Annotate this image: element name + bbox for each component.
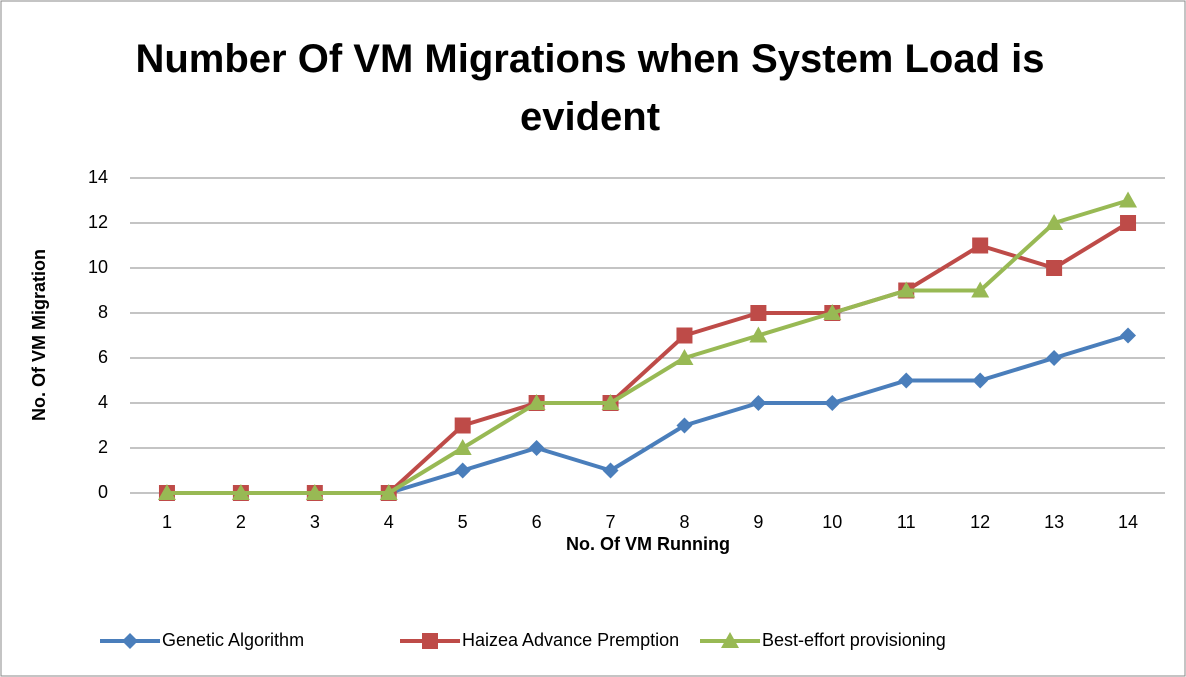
x-axis-label: No. Of VM Running [566, 534, 730, 554]
x-tick-label: 10 [822, 512, 842, 532]
data-point [528, 440, 545, 456]
data-point [898, 372, 915, 389]
data-point [157, 484, 176, 500]
x-tick-label: 7 [606, 512, 616, 532]
y-tick-label: 2 [98, 437, 108, 457]
data-point [971, 281, 990, 298]
data-point [750, 395, 767, 411]
data-point [676, 327, 693, 344]
data-point [1119, 191, 1138, 208]
legend-label: Genetic Algorithm [162, 630, 304, 650]
x-tick-label: 3 [310, 512, 320, 532]
y-tick-label: 12 [88, 212, 108, 232]
data-point [675, 349, 694, 365]
legend-label: Haizea Advance Premption [462, 630, 679, 650]
y-tick-label: 6 [98, 347, 108, 367]
x-tick-label: 13 [1044, 512, 1064, 532]
data-point [454, 417, 471, 434]
data-point [972, 372, 989, 389]
legend-marker [422, 633, 438, 649]
x-tick-label: 14 [1118, 512, 1138, 532]
data-point [824, 395, 841, 411]
data-point [379, 484, 398, 500]
chart-title: Number Of VM Migrations when System Load… [135, 37, 1045, 139]
x-tick-label: 9 [753, 512, 763, 532]
y-tick-label: 8 [98, 302, 108, 322]
x-tick-label: 12 [970, 512, 990, 532]
data-point [749, 326, 768, 343]
x-tick-label: 4 [384, 512, 394, 532]
x-tick-label: 5 [458, 512, 468, 532]
data-point [676, 417, 693, 434]
y-tick-label: 10 [88, 257, 108, 277]
legend-marker [122, 633, 138, 649]
data-point [897, 281, 916, 298]
x-tick-label: 11 [897, 512, 916, 532]
data-point [231, 484, 250, 500]
data-point [1120, 327, 1137, 344]
series-line [166, 198, 1129, 495]
x-tick-label: 1 [162, 512, 172, 532]
data-point [1046, 350, 1063, 366]
y-tick-label: 0 [98, 482, 108, 502]
y-tick-label: 14 [88, 167, 108, 187]
x-tick-label: 8 [679, 512, 689, 532]
data-point [453, 439, 472, 455]
data-point [972, 237, 989, 254]
data-point [454, 462, 471, 479]
data-point [305, 484, 324, 500]
data-point [602, 462, 619, 479]
data-point [1045, 214, 1064, 230]
legend-label: Best-effort provisioning [762, 630, 946, 650]
data-point [1046, 260, 1063, 276]
data-point [823, 304, 842, 320]
data-point [1120, 215, 1137, 231]
data-point [750, 305, 767, 321]
x-tick-label: 6 [532, 512, 542, 532]
legend-marker [721, 632, 739, 648]
y-axis-label: No. Of VM Migration [29, 249, 49, 421]
data-point [527, 394, 546, 410]
y-tick-label: 4 [98, 392, 108, 412]
x-tick-label: 2 [236, 512, 246, 532]
data-point [601, 394, 620, 410]
